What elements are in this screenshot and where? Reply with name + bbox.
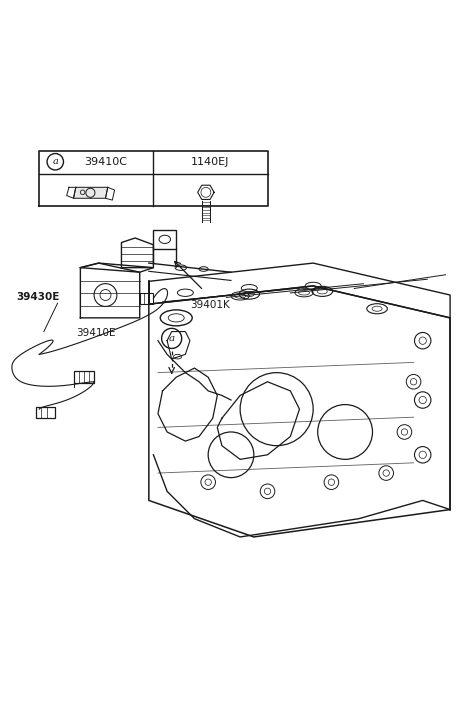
Bar	[153, 230, 176, 249]
Text: 1140EJ: 1140EJ	[191, 157, 230, 166]
Text: 39401K: 39401K	[191, 300, 231, 310]
Text: 39410E: 39410E	[77, 328, 116, 338]
Polygon shape	[73, 188, 108, 198]
Bar	[36, 406, 55, 418]
Text: a: a	[169, 334, 175, 343]
Bar	[73, 371, 94, 383]
Bar	[140, 293, 153, 304]
Text: 39410C: 39410C	[84, 157, 127, 166]
Text: a: a	[52, 157, 58, 166]
Text: 39430E: 39430E	[17, 292, 60, 302]
